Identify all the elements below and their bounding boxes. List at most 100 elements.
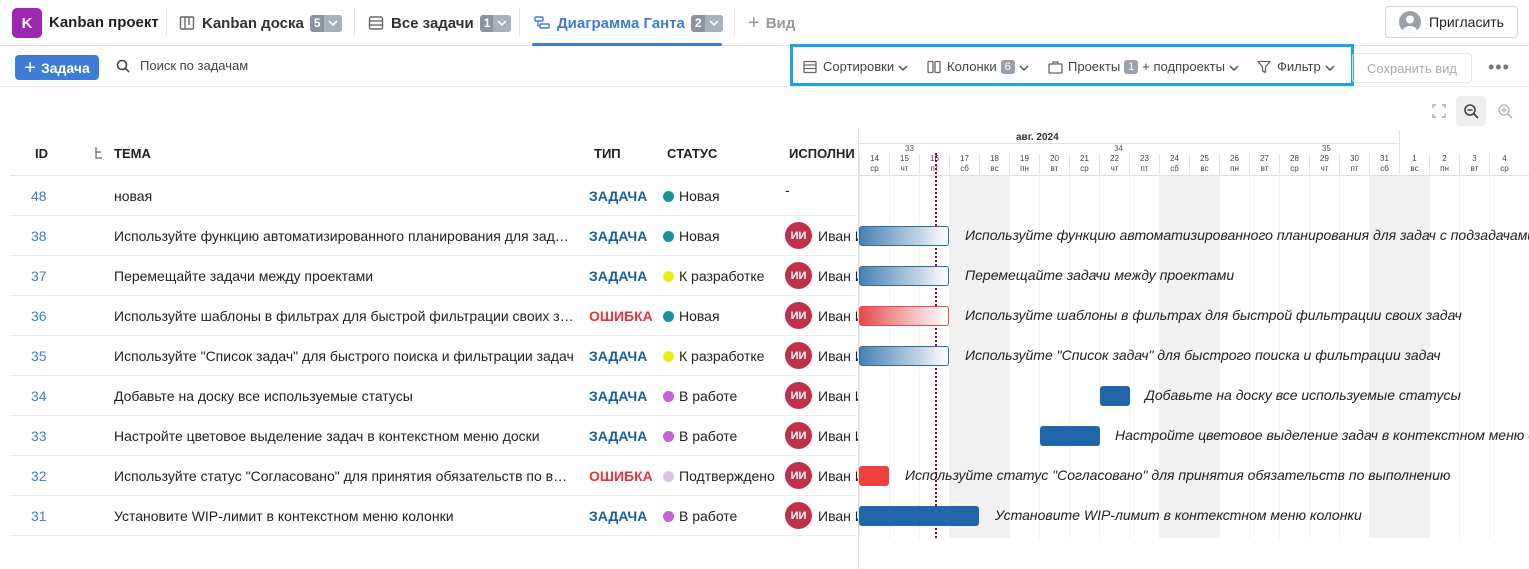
- task-assignee[interactable]: ИИ Иван Иванов: [785, 382, 858, 409]
- task-id-link[interactable]: 33: [31, 428, 47, 444]
- column-header-title[interactable]: ТЕМА: [114, 146, 151, 161]
- table-row[interactable]: 35 Используйте "Список задач" для быстро…: [10, 336, 858, 376]
- gantt-day-label: 21 ср: [1069, 154, 1099, 176]
- task-id-link[interactable]: 37: [31, 268, 47, 284]
- tab-label: Kanban доска: [202, 14, 304, 32]
- column-header-assignee[interactable]: ИСПОЛНИ: [789, 146, 855, 161]
- task-assignee[interactable]: ИИ Иван Иванов: [785, 462, 858, 489]
- gantt-bar[interactable]: [1100, 386, 1130, 406]
- task-status[interactable]: В работе: [663, 428, 737, 444]
- plus-icon: +: [24, 56, 36, 79]
- task-status[interactable]: Новая: [663, 308, 720, 324]
- gantt-day-label: 14 ср: [859, 154, 889, 176]
- task-status[interactable]: Новая: [663, 188, 720, 204]
- gantt-bar[interactable]: [1040, 426, 1100, 446]
- zoom-out-icon[interactable]: [1456, 96, 1486, 126]
- projects-dropdown[interactable]: Проекты 1 + подпроекты: [1048, 59, 1239, 74]
- chevron-down-icon: [1019, 59, 1029, 74]
- column-header-status[interactable]: СТАТУС: [667, 146, 718, 161]
- columns-dropdown[interactable]: Колонки 6: [927, 59, 1029, 74]
- fit-to-screen-icon[interactable]: [1424, 96, 1454, 126]
- task-type: ЗАДАЧА: [589, 428, 648, 444]
- table-row[interactable]: 48 новая ЗАДАЧА Новая -: [10, 176, 857, 216]
- task-status[interactable]: В работе: [663, 508, 737, 524]
- task-assignee[interactable]: ИИ Иван Иванов: [785, 222, 858, 249]
- task-assignee[interactable]: ИИ Иван Иванов: [785, 502, 858, 529]
- day-gridline: [1069, 176, 1070, 538]
- avatar: ИИ: [785, 382, 812, 409]
- column-header-type[interactable]: ТИП: [594, 146, 621, 161]
- table-row[interactable]: 33 Настройте цветовое выделение задач в …: [10, 416, 858, 456]
- task-id-link[interactable]: 48: [31, 188, 47, 204]
- tab-count-badge[interactable]: 1: [479, 14, 512, 32]
- task-id-link[interactable]: 35: [31, 348, 47, 364]
- task-title[interactable]: Используйте функцию автоматизированного …: [114, 228, 576, 244]
- table-header: ID ТЕМА ТИП СТАТУС ИСПОЛНИ: [10, 133, 857, 176]
- task-assignee[interactable]: ИИ Иван Иванов: [785, 342, 858, 369]
- gantt-week-label: 33: [905, 144, 914, 153]
- task-status[interactable]: Новая: [663, 228, 720, 244]
- gantt-bar-label: Добавьте на доску все используемые стату…: [1145, 387, 1461, 403]
- task-id-link[interactable]: 32: [31, 468, 47, 484]
- table-row[interactable]: 32 Используйте статус "Согласовано" для …: [10, 456, 858, 496]
- tab-gantt-chart[interactable]: Диаграмма Ганта 2: [533, 0, 723, 46]
- add-view-button[interactable]: + Вид: [748, 11, 796, 34]
- task-title[interactable]: Используйте шаблоны в фильтрах для быстр…: [114, 308, 576, 324]
- task-status[interactable]: Подтверждено: [663, 468, 775, 484]
- gantt-bar[interactable]: [859, 506, 979, 526]
- task-assignee[interactable]: ИИ Иван Иванов: [785, 302, 858, 329]
- add-task-button[interactable]: + Задача: [15, 55, 99, 80]
- task-id-link[interactable]: 36: [31, 308, 47, 324]
- table-row[interactable]: 38 Используйте функцию автоматизированно…: [10, 216, 858, 256]
- gantt-bar[interactable]: [859, 226, 949, 246]
- gantt-bar-label: Используйте "Список задач" для быстрого …: [965, 347, 1441, 363]
- day-gridline: [1309, 176, 1310, 538]
- task-status[interactable]: К разработке: [663, 348, 764, 364]
- table-row[interactable]: 34 Добавьте на доску все используемые ст…: [10, 376, 858, 416]
- more-options-icon[interactable]: •••: [1488, 57, 1510, 77]
- zoom-in-icon[interactable]: [1490, 96, 1520, 126]
- tab-all-tasks[interactable]: Все задачи 1: [367, 0, 512, 46]
- task-title[interactable]: Используйте статус "Согласовано" для при…: [114, 468, 576, 484]
- tab-kanban-board[interactable]: Kanban доска 5: [178, 0, 342, 46]
- task-title[interactable]: Используйте "Список задач" для быстрого …: [114, 348, 574, 364]
- sort-dropdown[interactable]: Сортировки: [803, 59, 908, 74]
- task-status[interactable]: В работе: [663, 388, 737, 404]
- task-id-link[interactable]: 34: [31, 388, 47, 404]
- gantt-bar[interactable]: [859, 466, 889, 486]
- task-title[interactable]: новая: [114, 188, 153, 204]
- task-title[interactable]: Настройте цветовое выделение задач в кон…: [114, 428, 540, 444]
- table-row[interactable]: 36 Используйте шаблоны в фильтрах для бы…: [10, 296, 858, 336]
- gantt-bar[interactable]: [859, 346, 949, 366]
- gantt-month-label: авг. 2024: [1016, 132, 1059, 143]
- task-title[interactable]: Перемещайте задачи между проектами: [114, 268, 374, 284]
- task-status[interactable]: К разработке: [663, 268, 764, 284]
- project-name[interactable]: Kanban проект: [49, 14, 159, 31]
- task-assignee[interactable]: -: [785, 182, 825, 198]
- tab-count-badge[interactable]: 5: [309, 14, 342, 32]
- task-assignee[interactable]: ИИ Иван Иванов: [785, 262, 858, 289]
- task-assignee[interactable]: ИИ Иван Иванов: [785, 422, 858, 449]
- tab-count-badge[interactable]: 2: [690, 14, 723, 32]
- columns-icon: [927, 60, 943, 74]
- table-row[interactable]: 37 Перемещайте задачи между проектами ЗА…: [10, 256, 858, 296]
- save-view-button[interactable]: Сохранить вид: [1352, 53, 1472, 83]
- top-navigation: K Kanban проект Kanban доска 5 Все задач…: [0, 0, 1529, 46]
- task-id-link[interactable]: 31: [31, 508, 47, 524]
- gantt-day-label: 19 пн: [1009, 154, 1039, 176]
- table-row[interactable]: 31 Установите WIP-лимит в контекстном ме…: [10, 496, 858, 536]
- gantt-bar[interactable]: [859, 266, 949, 286]
- invite-button[interactable]: Пригласить: [1385, 6, 1518, 38]
- assignee-name: Иван Иванов: [818, 267, 858, 284]
- day-gridline: [1489, 176, 1490, 538]
- gantt-bar[interactable]: [859, 306, 949, 326]
- filter-dropdown[interactable]: Фильтр: [1257, 59, 1335, 74]
- project-avatar[interactable]: K: [12, 8, 42, 38]
- search-input[interactable]: Поиск по задачам: [116, 58, 248, 73]
- hierarchy-icon[interactable]: [94, 146, 104, 163]
- status-dot-icon: [663, 230, 674, 242]
- task-title[interactable]: Установите WIP-лимит в контекстном меню …: [114, 508, 454, 524]
- task-title[interactable]: Добавьте на доску все используемые стату…: [114, 388, 413, 404]
- column-header-id[interactable]: ID: [35, 146, 48, 161]
- task-id-link[interactable]: 38: [31, 228, 47, 244]
